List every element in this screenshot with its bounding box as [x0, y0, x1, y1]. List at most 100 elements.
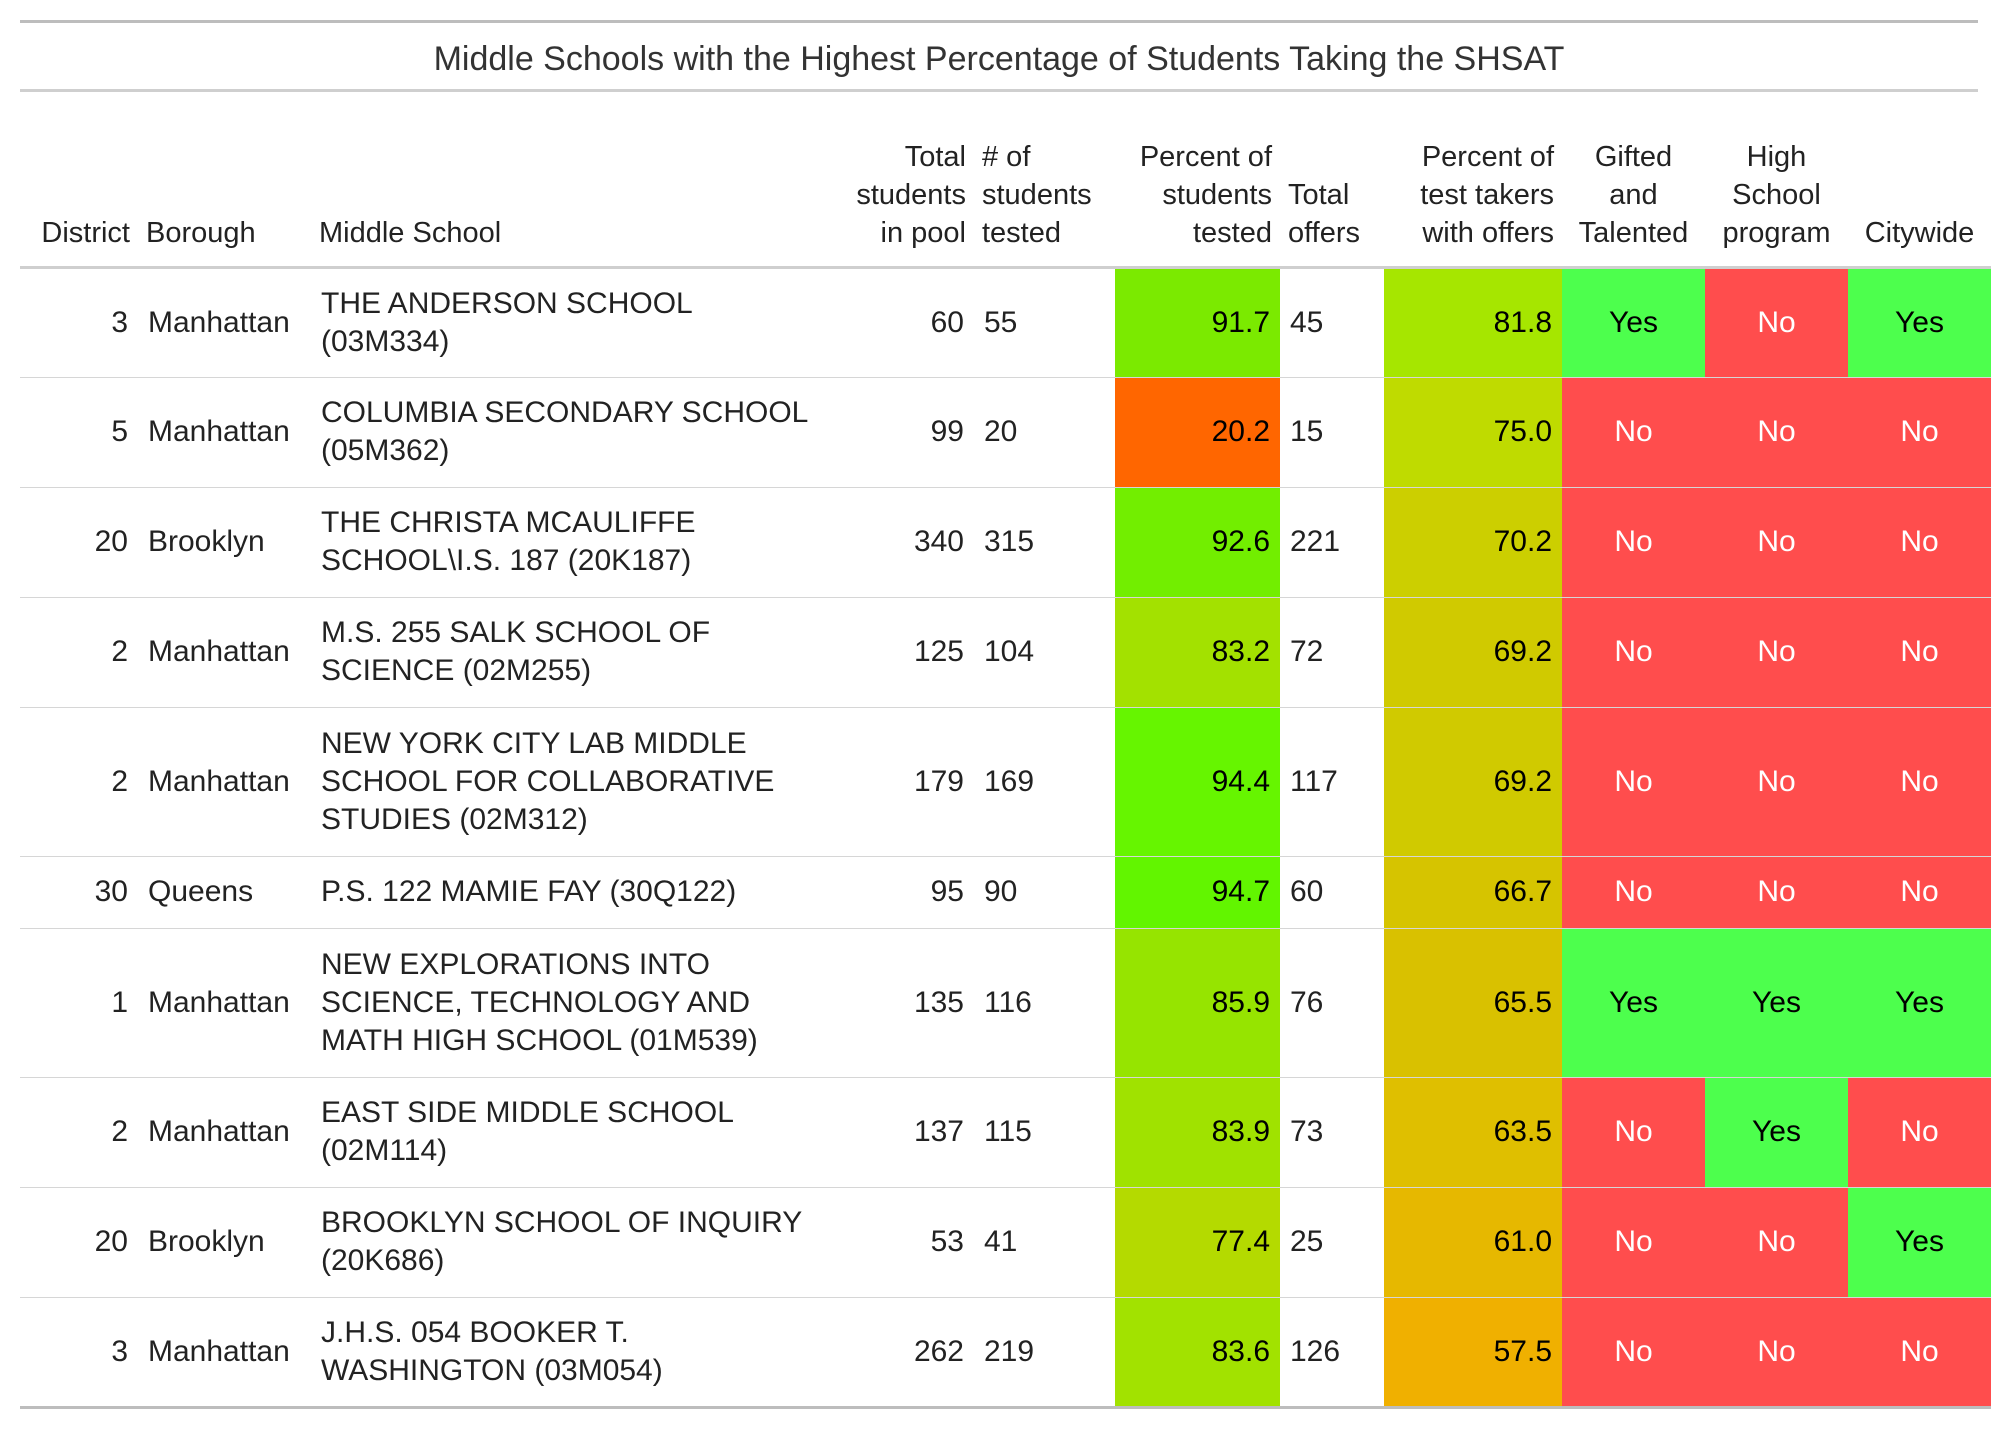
- cell-hs-program: No: [1705, 1187, 1848, 1298]
- cell-offers: 25: [1280, 1187, 1384, 1298]
- cell-tested: 41: [974, 1187, 1115, 1298]
- cell-hs-program: No: [1705, 487, 1848, 598]
- cell-district: 1: [20, 928, 138, 1078]
- cell-pct-offers: 66.7: [1384, 856, 1562, 929]
- cell-gifted: No: [1562, 597, 1705, 708]
- cell-district: 3: [20, 267, 138, 378]
- col-header-citywide: Citywide: [1848, 92, 1991, 269]
- cell-citywide: No: [1848, 377, 1991, 488]
- cell-pct-offers: 81.8: [1384, 267, 1562, 378]
- cell-pct-tested: 20.2: [1115, 377, 1280, 488]
- table-row: 2 Manhattan M.S. 255 SALK SCHOOL OF SCIENC…: [20, 597, 1991, 708]
- cell-borough: Manhattan: [138, 1077, 311, 1188]
- cell-offers: 126: [1280, 1297, 1384, 1409]
- cell-tested: 116: [974, 928, 1115, 1078]
- cell-borough: Brooklyn: [138, 1187, 311, 1298]
- cell-pct-offers: 70.2: [1384, 487, 1562, 598]
- col-header-gifted: Gifted and Talented: [1562, 92, 1705, 269]
- cell-citywide: No: [1848, 1077, 1991, 1188]
- cell-pct-tested: 94.7: [1115, 856, 1280, 929]
- cell-offers: 76: [1280, 928, 1384, 1078]
- cell-hs-program: Yes: [1705, 1077, 1848, 1188]
- cell-hs-program: No: [1705, 856, 1848, 929]
- cell-offers: 45: [1280, 267, 1384, 378]
- cell-pct-offers: 61.0: [1384, 1187, 1562, 1298]
- col-header-pool: Total students in pool: [838, 92, 974, 269]
- col-header-pct-tested: Percent of students tested: [1115, 92, 1280, 269]
- cell-offers: 221: [1280, 487, 1384, 598]
- cell-pool: 179: [838, 707, 974, 857]
- cell-pct-tested: 92.6: [1115, 487, 1280, 598]
- cell-pct-tested: 91.7: [1115, 267, 1280, 378]
- cell-pool: 125: [838, 597, 974, 708]
- cell-citywide: No: [1848, 597, 1991, 708]
- col-header-school: Middle School: [311, 92, 838, 269]
- cell-gifted: No: [1562, 856, 1705, 929]
- cell-district: 20: [20, 1187, 138, 1298]
- cell-pct-tested: 83.2: [1115, 597, 1280, 708]
- col-header-borough: Borough: [138, 92, 311, 269]
- cell-gifted: No: [1562, 487, 1705, 598]
- cell-hs-program: No: [1705, 707, 1848, 857]
- cell-tested: 20: [974, 377, 1115, 488]
- cell-gifted: Yes: [1562, 267, 1705, 378]
- table-row: 3 Manhattan J.H.S. 054 BOOKER T. WASHINGTO…: [20, 1297, 1991, 1409]
- cell-tested: 115: [974, 1077, 1115, 1188]
- cell-tested: 104: [974, 597, 1115, 708]
- cell-district: 2: [20, 597, 138, 708]
- table-container: Middle Schools with the Highest Percenta…: [20, 20, 1991, 1409]
- cell-pct-tested: 85.9: [1115, 928, 1280, 1078]
- cell-citywide: Yes: [1848, 928, 1991, 1078]
- cell-citywide: No: [1848, 1297, 1991, 1409]
- cell-offers: 117: [1280, 707, 1384, 857]
- cell-pool: 135: [838, 928, 974, 1078]
- table-row: 1 Manhattan NEW EXPLORATIONS INTO SCIENCE,…: [20, 928, 1991, 1078]
- page-title: Middle Schools with the Highest Percenta…: [433, 40, 1565, 78]
- cell-pool: 340: [838, 487, 974, 598]
- table-row: 5 Manhattan COLUMBIA SECONDARY SCHOOL (05M…: [20, 377, 1991, 488]
- cell-school: NEW EXPLORATIONS INTO SCIENCE, TECHNOLOG…: [311, 928, 838, 1078]
- cell-pct-tested: 83.6: [1115, 1297, 1280, 1409]
- cell-pool: 137: [838, 1077, 974, 1188]
- cell-pct-offers: 65.5: [1384, 928, 1562, 1078]
- cell-borough: Manhattan: [138, 597, 311, 708]
- cell-pct-offers: 57.5: [1384, 1297, 1562, 1409]
- cell-tested: 315: [974, 487, 1115, 598]
- cell-tested: 219: [974, 1297, 1115, 1409]
- cell-pool: 60: [838, 267, 974, 378]
- cell-gifted: No: [1562, 1297, 1705, 1409]
- cell-district: 2: [20, 1077, 138, 1188]
- cell-school: EAST SIDE MIDDLE SCHOOL (02M114): [311, 1077, 838, 1188]
- cell-citywide: No: [1848, 856, 1991, 929]
- cell-tested: 90: [974, 856, 1115, 929]
- cell-offers: 15: [1280, 377, 1384, 488]
- cell-school: THE ANDERSON SCHOOL (03M334): [311, 267, 838, 378]
- col-header-offers: Total offers: [1280, 92, 1384, 269]
- cell-pct-tested: 83.9: [1115, 1077, 1280, 1188]
- top-rule: [20, 20, 1978, 23]
- cell-tested: 55: [974, 267, 1115, 378]
- cell-borough: Manhattan: [138, 928, 311, 1078]
- cell-citywide: No: [1848, 707, 1991, 857]
- table-row: 2 Manhattan NEW YORK CITY LAB MIDDLE SCHOO…: [20, 707, 1991, 857]
- col-header-district: District: [20, 92, 138, 269]
- cell-hs-program: Yes: [1705, 928, 1848, 1078]
- cell-offers: 73: [1280, 1077, 1384, 1188]
- cell-district: 5: [20, 377, 138, 488]
- cell-citywide: Yes: [1848, 267, 1991, 378]
- table-row: 20 Brooklyn BROOKLYN SCHOOL OF INQUIRY (20…: [20, 1187, 1991, 1298]
- cell-school: THE CHRISTA MCAULIFFE SCHOOL\I.S. 187 (2…: [311, 487, 838, 598]
- cell-citywide: No: [1848, 487, 1991, 598]
- cell-school: P.S. 122 MAMIE FAY (30Q122): [311, 856, 838, 929]
- cell-pct-offers: 75.0: [1384, 377, 1562, 488]
- cell-district: 2: [20, 707, 138, 857]
- cell-borough: Manhattan: [138, 267, 311, 378]
- cell-pool: 99: [838, 377, 974, 488]
- cell-district: 3: [20, 1297, 138, 1409]
- table-row: 3 Manhattan THE ANDERSON SCHOOL (03M334) 60…: [20, 267, 1991, 378]
- table-body: 3 Manhattan THE ANDERSON SCHOOL (03M334) 60…: [20, 267, 1991, 1409]
- cell-district: 20: [20, 487, 138, 598]
- cell-district: 30: [20, 856, 138, 929]
- cell-hs-program: No: [1705, 1297, 1848, 1409]
- cell-gifted: Yes: [1562, 928, 1705, 1078]
